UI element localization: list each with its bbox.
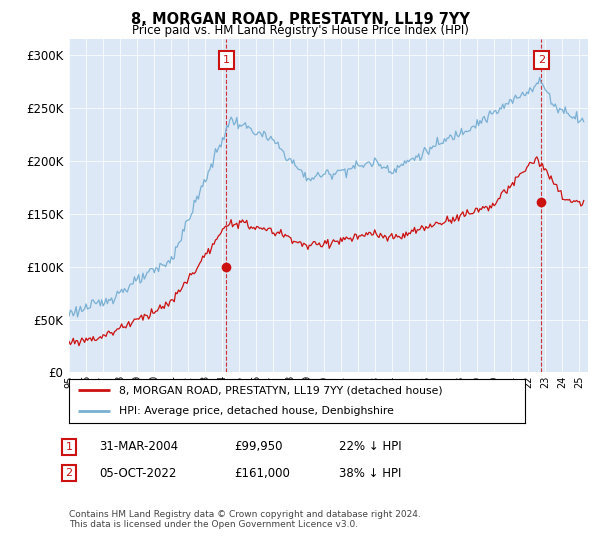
Text: Contains HM Land Registry data © Crown copyright and database right 2024.
This d: Contains HM Land Registry data © Crown c… [69, 510, 421, 529]
Text: 1: 1 [65, 442, 73, 452]
Text: 31-MAR-2004: 31-MAR-2004 [99, 440, 178, 454]
Text: 2: 2 [538, 55, 545, 66]
Text: 22% ↓ HPI: 22% ↓ HPI [339, 440, 401, 454]
Text: £99,950: £99,950 [234, 440, 283, 454]
Text: 38% ↓ HPI: 38% ↓ HPI [339, 466, 401, 480]
Text: HPI: Average price, detached house, Denbighshire: HPI: Average price, detached house, Denb… [119, 407, 394, 417]
Text: 1: 1 [223, 55, 230, 66]
Text: 8, MORGAN ROAD, PRESTATYN, LL19 7YY: 8, MORGAN ROAD, PRESTATYN, LL19 7YY [131, 12, 469, 27]
Text: 05-OCT-2022: 05-OCT-2022 [99, 466, 176, 480]
Text: 8, MORGAN ROAD, PRESTATYN, LL19 7YY (detached house): 8, MORGAN ROAD, PRESTATYN, LL19 7YY (det… [119, 385, 443, 395]
Text: £161,000: £161,000 [234, 466, 290, 480]
Text: 2: 2 [65, 468, 73, 478]
Text: Price paid vs. HM Land Registry's House Price Index (HPI): Price paid vs. HM Land Registry's House … [131, 24, 469, 37]
